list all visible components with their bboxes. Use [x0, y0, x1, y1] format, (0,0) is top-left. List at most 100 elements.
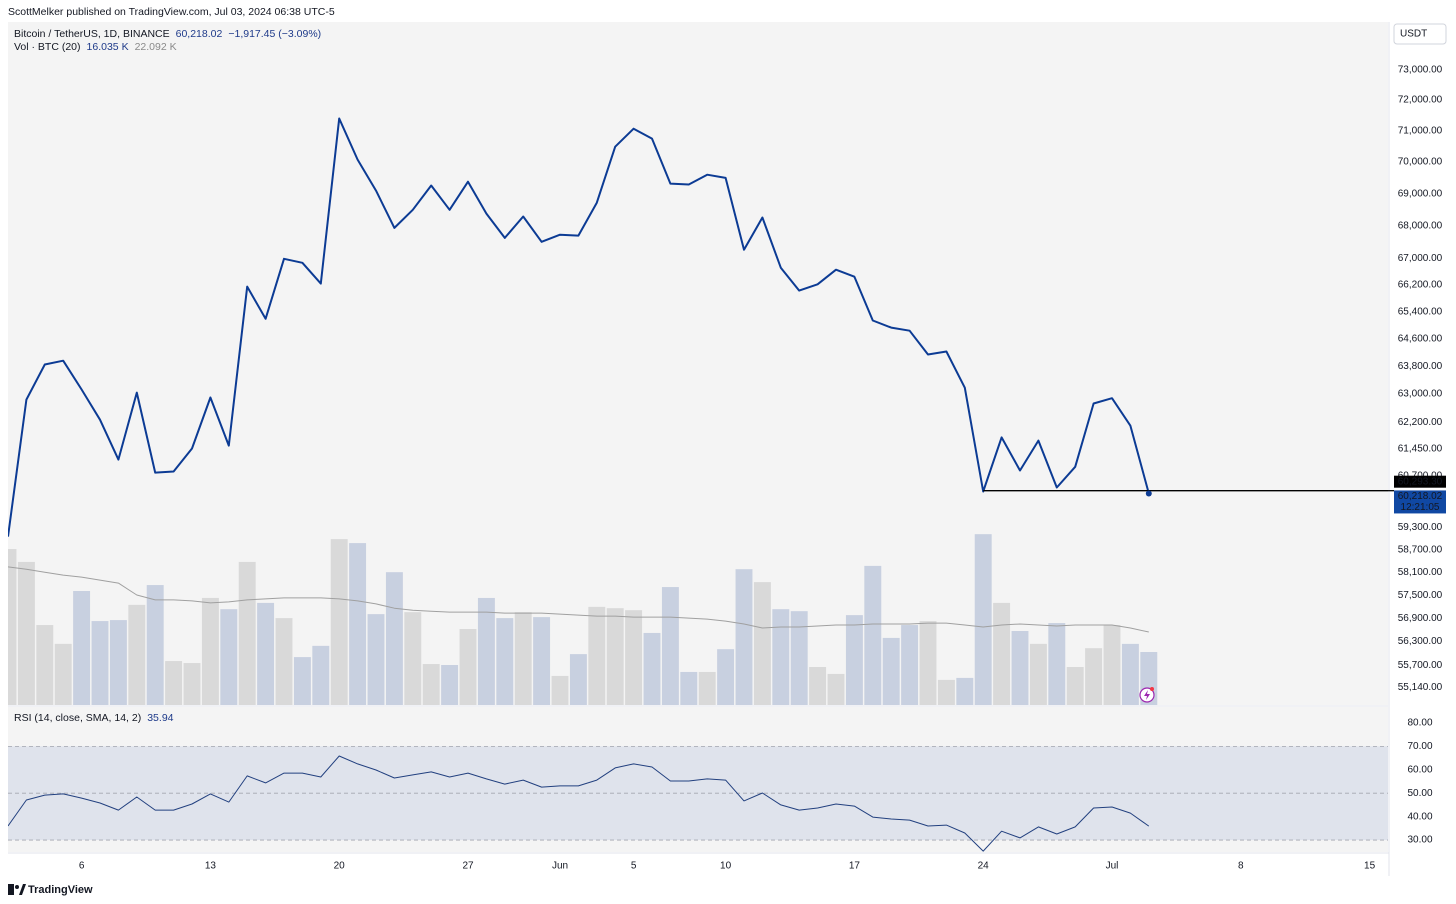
volume-ma-line	[8, 566, 1149, 633]
alert-dot	[1150, 687, 1154, 691]
x-tick-label: 24	[978, 861, 990, 872]
volume-bar	[864, 565, 882, 705]
x-tick-label: 20	[334, 861, 346, 872]
countdown: 12:21:05	[1401, 502, 1440, 513]
volume-bar	[165, 661, 183, 705]
x-tick-label: 15	[1364, 861, 1376, 872]
volume-bar	[441, 665, 459, 705]
volume-bar	[128, 604, 146, 705]
hline-label: 60,293.30	[1398, 476, 1443, 487]
last-price-label: 60,218.02	[1398, 491, 1443, 502]
volume-bar	[183, 663, 201, 705]
volume-bar	[220, 609, 238, 705]
x-tick-label: Jun	[552, 861, 568, 872]
logo-part	[8, 884, 14, 895]
volume-bar	[569, 654, 587, 705]
volume-bar	[845, 615, 863, 705]
volume-legend: Vol · BTC (20) 16.035 K 22.092 K	[14, 41, 177, 53]
axes: 73,000.00 72,000.00 71,000.00 70,000.00 69,0…	[79, 64, 1446, 872]
volume-bar	[330, 539, 348, 705]
volume-bar	[367, 614, 385, 705]
y-tick-label: 55,700.00	[1398, 660, 1443, 671]
volume-bar	[1085, 648, 1103, 705]
volume-title: Vol · BTC (20)	[14, 41, 81, 53]
y-tick-label: 57,500.00	[1398, 590, 1443, 601]
y-tick-label: 58,700.00	[1398, 544, 1443, 555]
volume-bar	[937, 679, 955, 705]
y-tick-label: 65,400.00	[1398, 306, 1443, 317]
volume-bar	[91, 621, 109, 705]
volume-bar	[238, 561, 256, 705]
y-tick-label: 64,600.00	[1398, 333, 1443, 344]
y-tick-label: 67,000.00	[1398, 253, 1443, 264]
hline-label-box	[1394, 475, 1446, 488]
logo-part	[15, 885, 19, 889]
volume-bar	[735, 569, 753, 705]
volume-bar	[36, 625, 54, 705]
y-tick-label: 56,900.00	[1398, 613, 1443, 624]
volume-bar	[1048, 623, 1066, 705]
y-tick-label: 62,200.00	[1398, 417, 1443, 428]
last-price-box	[1394, 490, 1446, 514]
volume-bar	[293, 657, 311, 705]
rsi-legend: RSI (14, close, SMA, 14, 2) 35.94	[14, 712, 174, 724]
y-tick-label: 30.00	[1407, 835, 1432, 846]
volume-bar	[54, 643, 72, 705]
last-price: 60,218.02	[176, 28, 223, 40]
volume-bar	[661, 587, 679, 705]
alert-bolt	[1144, 690, 1150, 700]
volume-ma-last: 22.092 K	[135, 41, 177, 53]
volume-bar	[201, 597, 219, 705]
volume-bar	[993, 602, 1011, 705]
y-tick-label: 73,000.00	[1398, 64, 1443, 75]
volume-bar	[588, 606, 606, 705]
price-layer	[8, 117, 1388, 705]
volume-bar	[496, 618, 514, 705]
volume-bar	[422, 664, 440, 705]
rsi-last: 35.94	[147, 712, 173, 724]
x-tick-label: 17	[849, 861, 861, 872]
volume-bar	[698, 671, 716, 705]
y-tick-label: 63,800.00	[1398, 361, 1443, 372]
volume-bar	[772, 609, 790, 705]
volume-bar	[385, 572, 403, 705]
logo-part	[19, 884, 26, 895]
volume-bar	[8, 549, 17, 705]
volume-bar	[109, 620, 127, 705]
x-tick-label: Jul	[1106, 861, 1119, 872]
currency-box[interactable]	[1393, 23, 1447, 45]
volume-last: 16.035 K	[87, 41, 129, 53]
rsi-layer	[8, 745, 1388, 852]
y-tick-label: 55,140.00	[1398, 682, 1443, 693]
y-tick-label: 71,000.00	[1398, 126, 1443, 137]
y-tick-label: 69,000.00	[1398, 188, 1443, 199]
volume-bar	[882, 637, 900, 705]
volume-bar	[1011, 630, 1029, 705]
volume-bar	[974, 534, 992, 705]
volume-bar	[1121, 643, 1139, 705]
volume-bar	[17, 561, 35, 705]
volume-bar	[349, 543, 367, 705]
volume-bar	[919, 621, 937, 705]
brand: TradingView	[28, 884, 93, 896]
volume-bar	[146, 585, 164, 705]
y-tick-label: 66,200.00	[1398, 280, 1443, 291]
y-tick-label: 68,000.00	[1398, 221, 1443, 232]
volume-bar	[1066, 667, 1084, 705]
volume-bar	[1029, 643, 1047, 705]
volume-bar	[809, 667, 827, 705]
symbol: Bitcoin / TetherUS, 1D, BINANCE	[14, 28, 170, 40]
volume-bar	[717, 649, 735, 705]
y-tick-label: 60.00	[1407, 764, 1432, 775]
publisher: ScottMelker published on TradingView.com…	[8, 6, 335, 18]
volume-bar	[790, 611, 808, 705]
last-point	[1145, 490, 1152, 497]
price-line	[8, 117, 1150, 537]
volume-bar	[643, 632, 661, 705]
volume-bar	[459, 629, 477, 705]
y-tick-label: 70,000.00	[1398, 157, 1443, 168]
x-tick-label: 6	[79, 861, 85, 872]
volume-bar	[901, 625, 919, 705]
y-tick-label: 58,100.00	[1398, 567, 1443, 578]
